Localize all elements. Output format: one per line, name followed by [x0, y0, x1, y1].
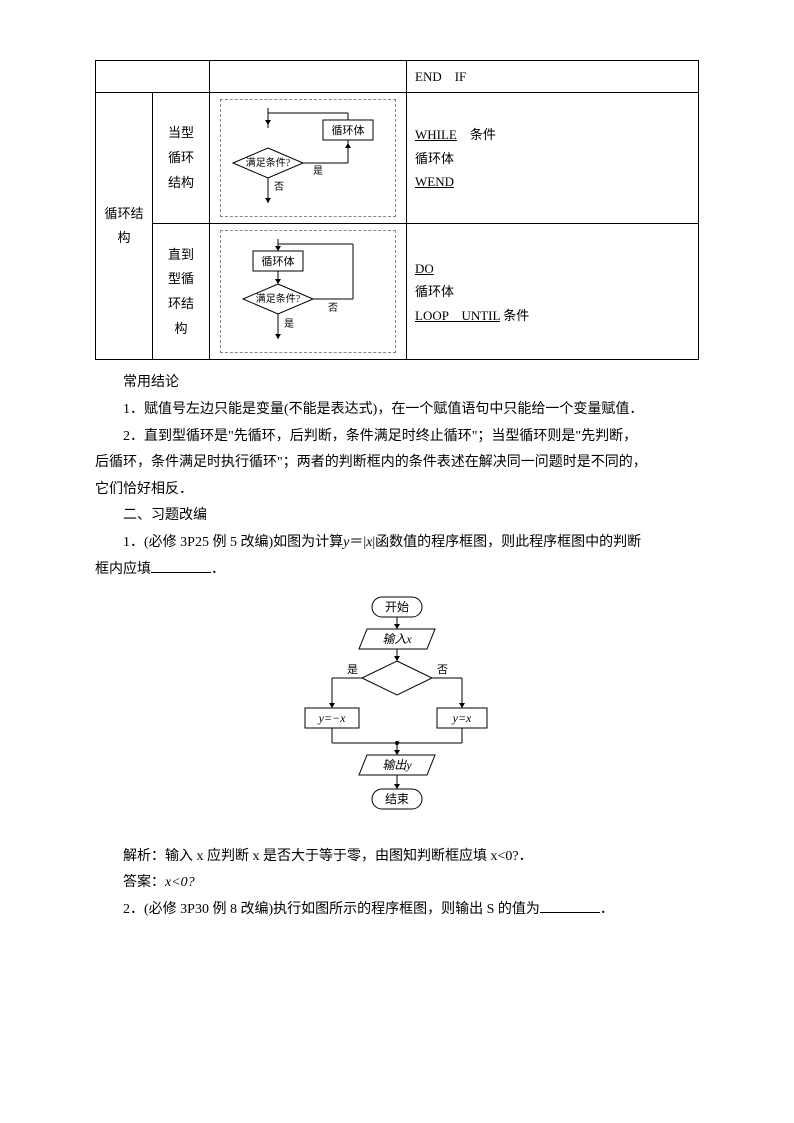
until-code-cell: DO 循环体 LOOP UNTIL 条件	[407, 224, 699, 360]
until-type-cell: 直到 型循 环结 构	[153, 224, 210, 360]
q1-eq: ＝|	[349, 535, 366, 550]
d2-body: 循环体	[262, 254, 295, 268]
until-diagram-cell: 循环体 满足条件? 否 是	[210, 224, 407, 360]
abs-flowchart: 开始 输入x 是 否 y=−x y=x 输出y 结束	[95, 593, 699, 834]
analysis-line: 解析：输入 x 应判断 x 是否大于等于零，由图知判断框应填 x<0?．	[95, 844, 699, 871]
sub2-l4: 构	[174, 321, 187, 336]
fc-end: 结束	[385, 792, 409, 806]
fc-yes: 是	[347, 663, 358, 676]
until-diagram-svg: 循环体 满足条件? 否 是	[228, 239, 388, 344]
question-2: 2．(必修 3P30 例 8 改编)执行如图所示的程序框图，则输出 S 的值为 ．	[95, 897, 699, 924]
conclusion-title: 常用结论	[95, 370, 699, 397]
do-kw: DO	[415, 261, 434, 276]
q2-text-b: ．	[600, 902, 614, 917]
fc-right: y=x	[452, 711, 472, 725]
d1-no: 否	[274, 181, 284, 193]
conclusion-2a: 2．直到型循环是"先循环，后判断，条件满足时终止循环"；当型循环则是"先判断，	[95, 424, 699, 451]
while-diagram-svg: 循环体 满足条件? 是 否	[228, 108, 388, 208]
section-2-title: 二、习题改编	[95, 503, 699, 530]
conclusion-1: 1．赋值号左边只能是变量(不能是表达式)，在一个赋值语句中只能给一个变量赋值．	[95, 397, 699, 424]
while-body: 循环体	[415, 151, 454, 166]
d2-cond: 满足条件?	[256, 292, 301, 305]
loop-struct-cell: 循环结构	[96, 93, 153, 360]
q1-text-a: 1．(必修 3P25 例 5 改编)如图为计算	[123, 535, 343, 550]
question-1: 1．(必修 3P25 例 5 改编)如图为计算y＝|x|函数值的程序框图，则此程…	[95, 530, 699, 557]
conclusion-2c: 它们恰好相反．	[95, 477, 699, 504]
sub1-l1: 当型	[168, 125, 194, 140]
flowchart-svg: 开始 输入x 是 否 y=−x y=x 输出y 结束	[287, 593, 507, 823]
q1-blank	[151, 558, 211, 573]
d1-body: 循环体	[332, 123, 365, 137]
analysis-label: 解析：	[123, 849, 165, 864]
fc-input: 输入x	[382, 632, 412, 646]
q1-text-d: ．	[211, 562, 225, 577]
sub1-l2: 循环	[168, 150, 194, 165]
wend-kw: WEND	[415, 174, 454, 189]
loop-structure-table: END IF 循环结构 当型 循环 结构 循环体 满足条件?	[95, 60, 699, 360]
answer-label: 答案：	[123, 875, 165, 890]
while-cond: 条件	[470, 127, 496, 142]
d2-no: 否	[328, 302, 338, 314]
answer-line: 答案：x<0?	[95, 870, 699, 897]
q2-blank	[540, 898, 600, 913]
while-diagram-cell: 循环体 满足条件? 是 否	[210, 93, 407, 224]
fc-output: 输出y	[382, 758, 412, 772]
q1-text-c: 框内应填	[95, 562, 151, 577]
loop-until-kw: LOOP UNTIL	[415, 308, 500, 323]
while-kw: WHILE	[415, 127, 457, 142]
q1-text-b: |函数值的程序框图，则此程序框图中的判断	[372, 535, 641, 550]
d2-yes: 是	[284, 318, 294, 330]
sub2-l3: 环结	[168, 296, 194, 311]
conclusion-2b: 后循环，条件满足时执行循环"；两者的判断框内的条件表述在解决同一问题时是不同的，	[95, 450, 699, 477]
until-cond: 条件	[503, 308, 529, 323]
sub2-l2: 型循	[168, 271, 194, 286]
while-type-cell: 当型 循环 结构	[153, 93, 210, 224]
d1-cond: 满足条件?	[246, 156, 291, 169]
d1-yes: 是	[313, 165, 323, 177]
fc-start: 开始	[385, 600, 409, 614]
analysis-text: 输入 x 应判断 x 是否大于等于零，由图知判断框应填 x<0?．	[165, 849, 533, 864]
while-code-cell: WHILE 条件 循环体 WEND	[407, 93, 699, 224]
question-1-line2: 框内应填 ．	[95, 557, 699, 584]
fc-no: 否	[437, 664, 448, 676]
fc-left: y=−x	[318, 711, 347, 725]
sub2-l1: 直到	[168, 247, 194, 262]
do-body: 循环体	[415, 284, 454, 299]
answer-text: x<0?	[165, 875, 195, 890]
endif-cell: END IF	[407, 61, 699, 93]
sub1-l3: 结构	[168, 175, 194, 190]
q2-text-a: 2．(必修 3P30 例 8 改编)执行如图所示的程序框图，则输出 S 的值为	[123, 902, 540, 917]
